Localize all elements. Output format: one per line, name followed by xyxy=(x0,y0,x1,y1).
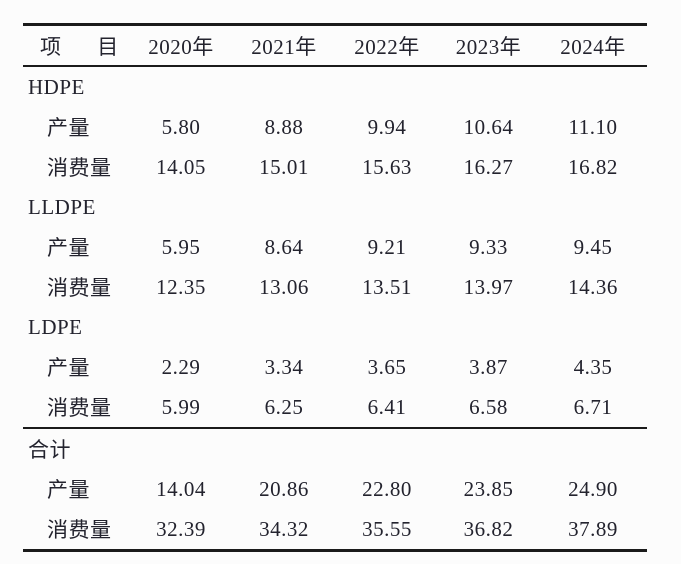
cell-value: 9.94 xyxy=(367,114,407,139)
cell-value: 6.71 xyxy=(573,394,613,419)
cell-value: 22.80 xyxy=(362,476,412,501)
table-row: 产量 5.80 8.88 9.94 10.64 11.10 xyxy=(23,107,647,147)
cell-value: 35.55 xyxy=(362,516,412,541)
row-label: 产量 xyxy=(47,356,90,380)
cell-value: 20.86 xyxy=(259,476,309,501)
row-label: 产量 xyxy=(47,478,90,502)
section-name: LLDPE xyxy=(28,194,96,219)
row-label: 消费量 xyxy=(47,156,112,180)
cell-value: 12.35 xyxy=(156,274,206,299)
row-label: 消费量 xyxy=(47,396,112,420)
cell-value: 16.82 xyxy=(568,154,618,179)
cell-value: 9.33 xyxy=(469,234,508,259)
section-row-lldpe: LLDPE xyxy=(23,187,647,227)
cell-value: 15.01 xyxy=(259,154,309,179)
table-header-row: 项 目 2020年 2021年 2022年 2023年 2024年 xyxy=(23,24,647,67)
row-label: 消费量 xyxy=(47,518,112,542)
cell-value: 14.05 xyxy=(156,154,206,179)
row-label: 产量 xyxy=(47,236,90,260)
table-row: 消费量 5.99 6.25 6.41 6.58 6.71 xyxy=(23,387,647,428)
cell-value: 4.35 xyxy=(573,354,613,379)
column-header-2021: 2021年 xyxy=(232,24,336,67)
cell-value: 2.29 xyxy=(161,354,201,379)
cell-value: 23.85 xyxy=(463,476,514,501)
column-header-2022: 2022年 xyxy=(336,24,438,67)
column-header-2023: 2023年 xyxy=(438,24,539,67)
column-header-item: 项 目 xyxy=(23,24,130,67)
cell-value: 37.89 xyxy=(568,516,618,541)
cell-value: 14.36 xyxy=(568,274,618,299)
cell-value: 32.39 xyxy=(156,516,206,541)
table-row: 产量 14.04 20.86 22.80 23.85 24.90 xyxy=(23,469,647,509)
cell-value: 10.64 xyxy=(463,114,514,139)
cell-value: 13.97 xyxy=(463,274,514,299)
section-row-hdpe: HDPE xyxy=(23,66,647,107)
section-row-ldpe: LDPE xyxy=(23,307,647,347)
cell-value: 5.99 xyxy=(161,394,201,419)
cell-value: 13.06 xyxy=(259,274,309,299)
cell-value: 8.88 xyxy=(264,114,304,139)
table-row: 消费量 12.35 13.06 13.51 13.97 14.36 xyxy=(23,267,647,307)
table-row: 产量 2.29 3.34 3.65 3.87 4.35 xyxy=(23,347,647,387)
cell-value: 16.27 xyxy=(463,154,514,179)
table-row: 产量 5.95 8.64 9.21 9.33 9.45 xyxy=(23,227,647,267)
cell-value: 8.64 xyxy=(264,234,304,259)
cell-value: 24.90 xyxy=(568,476,618,501)
column-header-2024: 2024年 xyxy=(539,24,647,67)
cell-value: 11.10 xyxy=(568,114,618,139)
row-label: 产量 xyxy=(47,116,90,140)
cell-value: 13.51 xyxy=(362,274,412,299)
column-header-2020: 2020年 xyxy=(130,24,232,67)
cell-value: 6.58 xyxy=(469,394,508,419)
section-name: HDPE xyxy=(28,74,85,99)
pe-production-consumption-table: 项 目 2020年 2021年 2022年 2023年 2024年 HDPE 产… xyxy=(23,23,647,552)
table-row: 消费量 14.05 15.01 15.63 16.27 16.82 xyxy=(23,147,647,187)
cell-value: 5.95 xyxy=(161,234,201,259)
cell-value: 6.41 xyxy=(367,394,407,419)
table-row: 消费量 32.39 34.32 35.55 36.82 37.89 xyxy=(23,509,647,551)
cell-value: 3.65 xyxy=(367,354,407,379)
cell-value: 34.32 xyxy=(259,516,309,541)
section-row-total: 合计 xyxy=(23,427,647,469)
cell-value: 3.87 xyxy=(469,354,508,379)
cell-value: 36.82 xyxy=(463,516,514,541)
section-name: LDPE xyxy=(28,314,83,339)
cell-value: 5.80 xyxy=(161,114,201,139)
cell-value: 14.04 xyxy=(156,476,206,501)
section-name: 合计 xyxy=(23,427,647,469)
cell-value: 3.34 xyxy=(264,354,304,379)
row-label: 消费量 xyxy=(47,276,112,300)
cell-value: 6.25 xyxy=(264,394,304,419)
cell-value: 15.63 xyxy=(362,154,412,179)
cell-value: 9.21 xyxy=(367,234,407,259)
cell-value: 9.45 xyxy=(573,234,613,259)
